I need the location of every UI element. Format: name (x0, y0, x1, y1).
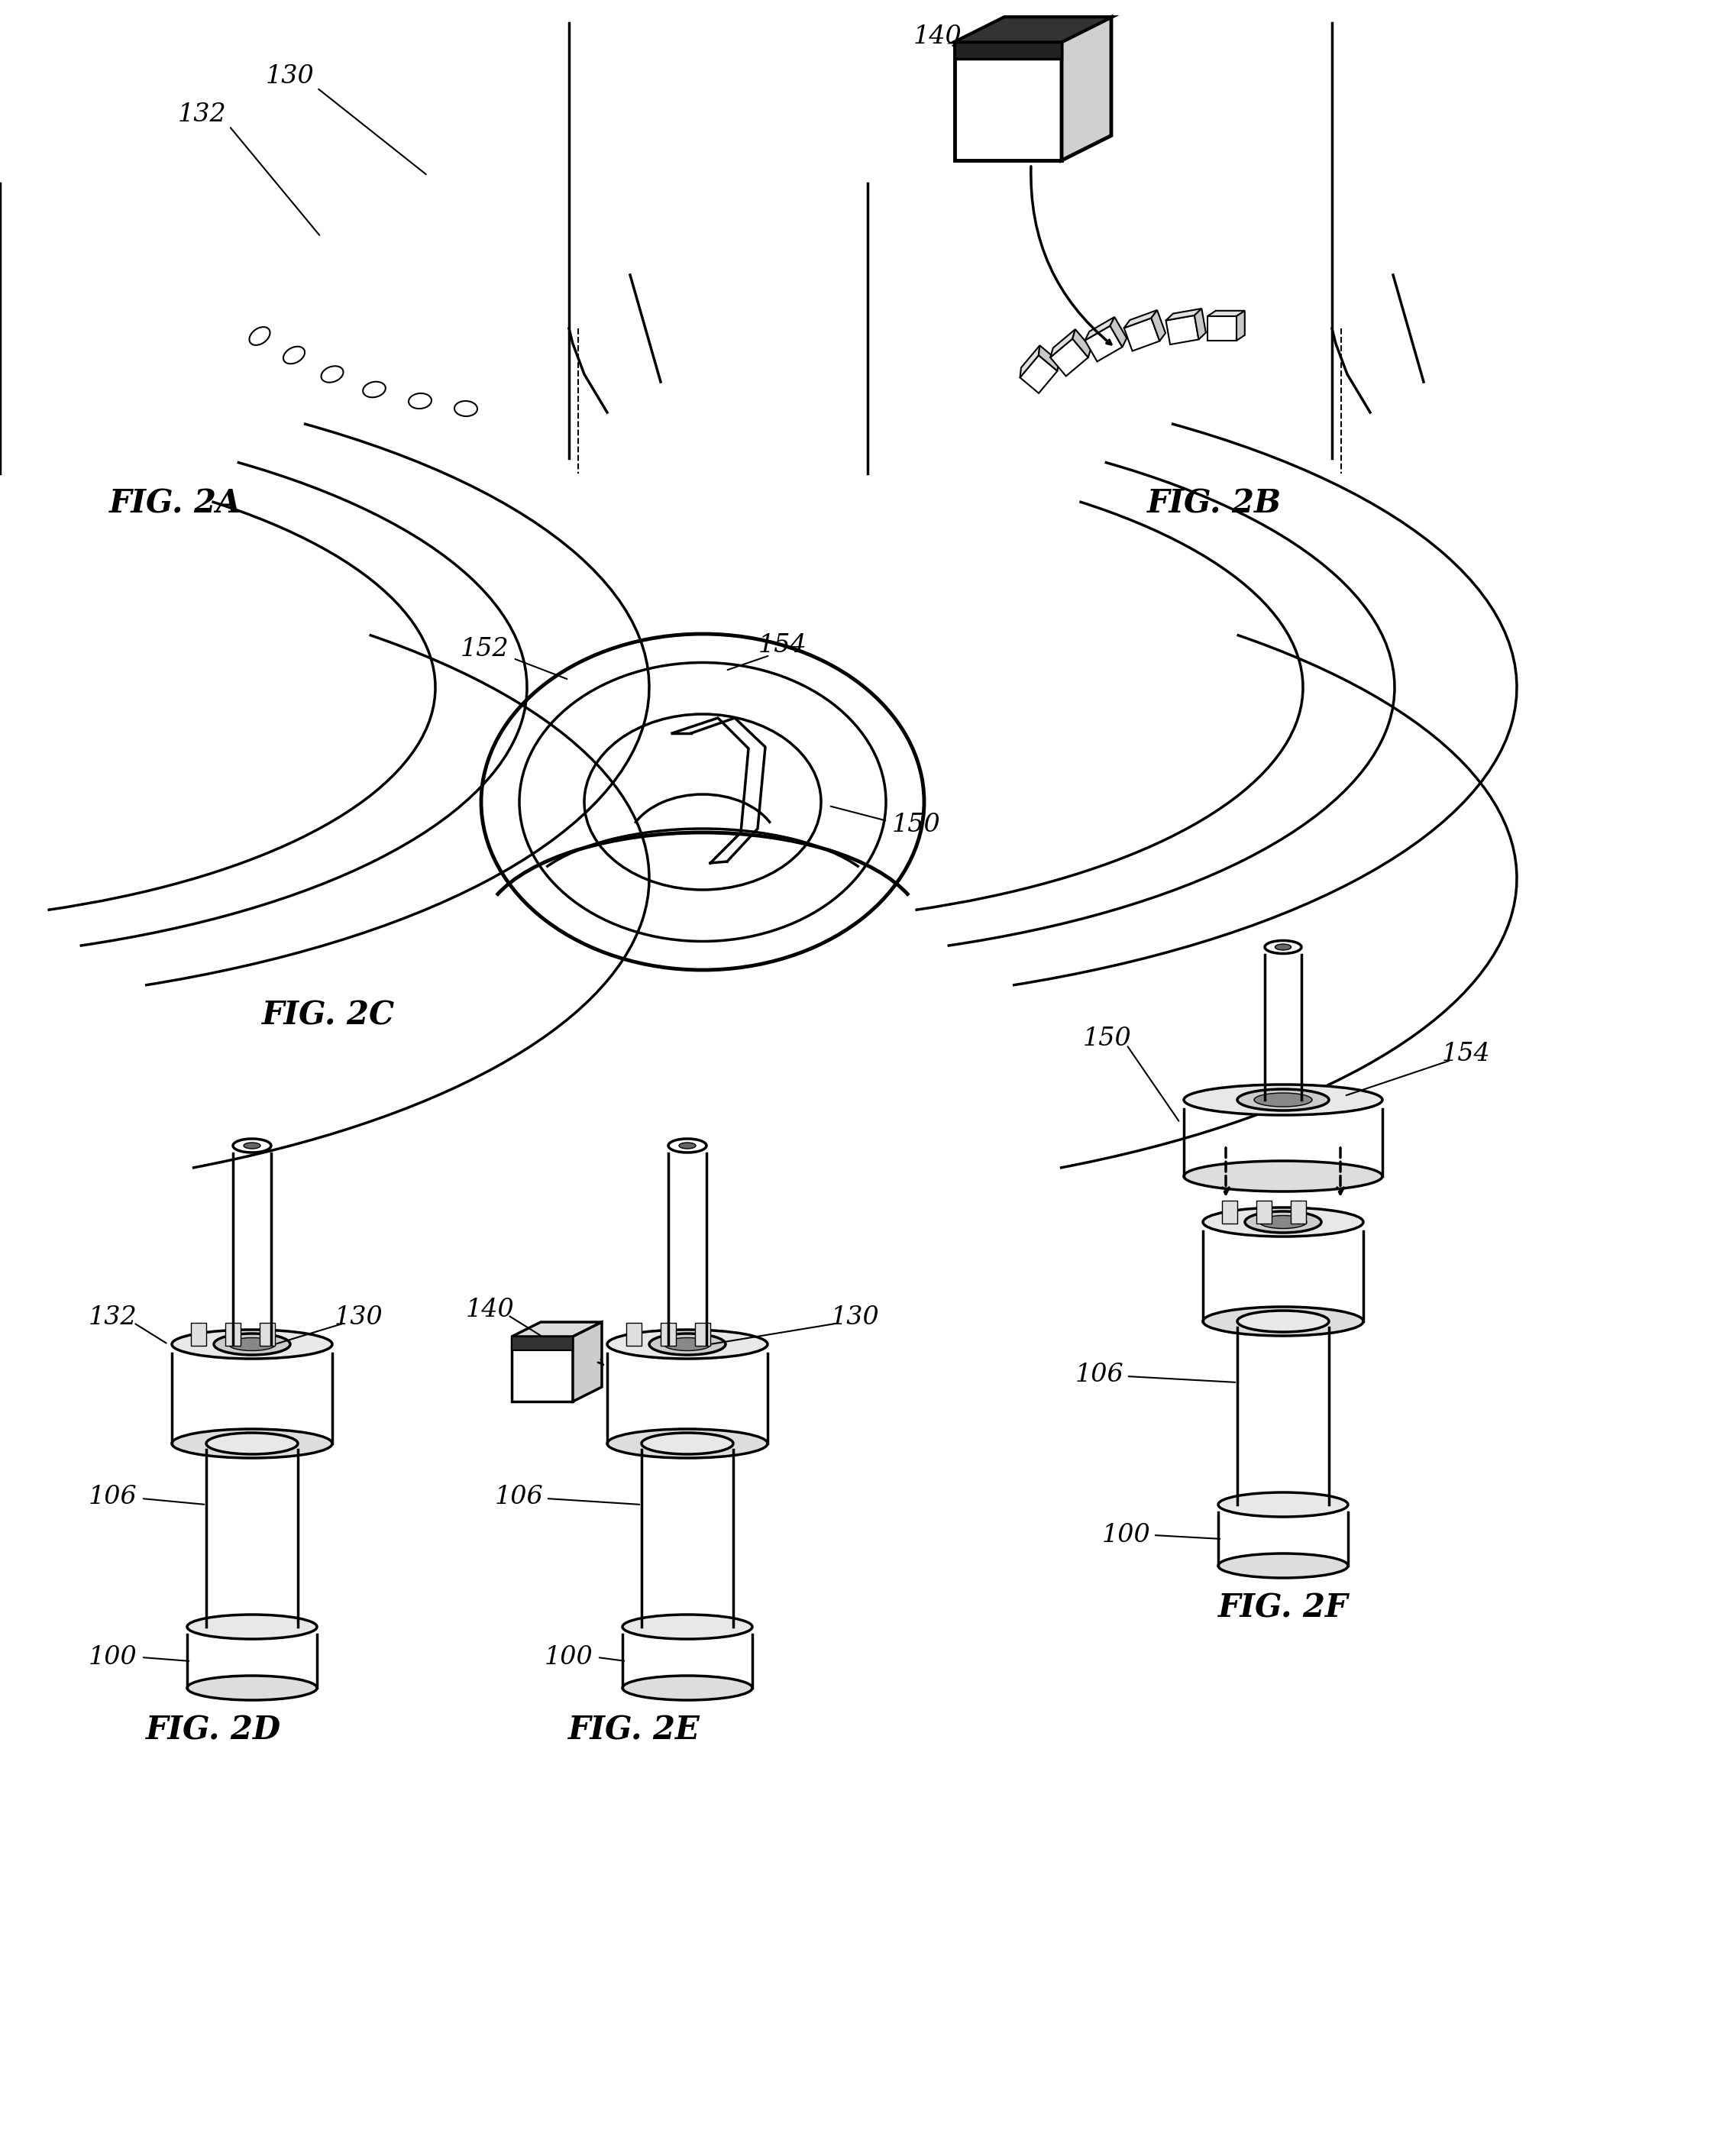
Ellipse shape (1184, 1160, 1382, 1192)
Polygon shape (1123, 318, 1160, 350)
FancyBboxPatch shape (260, 1323, 274, 1346)
Ellipse shape (233, 1139, 271, 1152)
Ellipse shape (608, 1430, 767, 1457)
Polygon shape (573, 1323, 602, 1402)
Ellipse shape (243, 1143, 260, 1150)
Ellipse shape (1259, 1216, 1307, 1229)
Ellipse shape (1219, 1492, 1349, 1517)
Ellipse shape (1238, 1494, 1330, 1515)
Polygon shape (1123, 310, 1158, 327)
Polygon shape (1208, 316, 1236, 340)
Text: FIG. 2C: FIG. 2C (262, 1000, 394, 1032)
Text: 132: 132 (179, 103, 227, 126)
Polygon shape (512, 1323, 602, 1336)
Polygon shape (1167, 316, 1198, 344)
Text: 152: 152 (460, 637, 509, 662)
Polygon shape (955, 43, 1062, 160)
Ellipse shape (207, 1616, 299, 1637)
Ellipse shape (1203, 1308, 1363, 1336)
Ellipse shape (1203, 1207, 1363, 1237)
Ellipse shape (229, 1338, 276, 1351)
Text: 140: 140 (913, 24, 962, 49)
Ellipse shape (623, 1616, 752, 1639)
Text: 154: 154 (1443, 1041, 1491, 1066)
Polygon shape (512, 1336, 573, 1402)
Ellipse shape (207, 1432, 299, 1453)
Ellipse shape (1245, 1212, 1321, 1233)
Text: FIG. 2B: FIG. 2B (1147, 487, 1281, 519)
Ellipse shape (172, 1329, 332, 1359)
Polygon shape (1038, 346, 1059, 372)
Ellipse shape (233, 1338, 271, 1351)
FancyBboxPatch shape (1257, 1201, 1272, 1225)
Ellipse shape (187, 1675, 318, 1701)
Polygon shape (1194, 308, 1207, 340)
Ellipse shape (663, 1338, 712, 1351)
Ellipse shape (623, 1675, 752, 1701)
Text: FIG. 2A: FIG. 2A (109, 487, 241, 519)
Ellipse shape (1184, 1086, 1382, 1116)
Text: FIG. 2D: FIG. 2D (146, 1714, 281, 1746)
FancyBboxPatch shape (226, 1323, 241, 1346)
Polygon shape (1050, 340, 1088, 376)
Ellipse shape (668, 1139, 707, 1152)
FancyBboxPatch shape (191, 1323, 207, 1346)
Text: 106: 106 (495, 1485, 543, 1509)
Ellipse shape (679, 1143, 696, 1150)
Polygon shape (512, 1336, 573, 1351)
Polygon shape (1021, 355, 1057, 393)
Ellipse shape (608, 1329, 767, 1359)
FancyBboxPatch shape (1222, 1201, 1238, 1225)
Polygon shape (955, 17, 1111, 43)
Polygon shape (1208, 310, 1245, 316)
Ellipse shape (187, 1616, 318, 1639)
Polygon shape (955, 17, 1111, 43)
Text: 130: 130 (335, 1306, 384, 1329)
Text: 150: 150 (1083, 1026, 1132, 1051)
Text: 150: 150 (892, 812, 941, 838)
FancyBboxPatch shape (627, 1323, 642, 1346)
Text: 130: 130 (832, 1306, 880, 1329)
Text: 106: 106 (1076, 1363, 1125, 1387)
FancyBboxPatch shape (661, 1323, 675, 1346)
Polygon shape (955, 43, 1062, 60)
Ellipse shape (1238, 1310, 1330, 1331)
Polygon shape (1085, 325, 1121, 361)
Text: 100: 100 (545, 1645, 594, 1669)
Polygon shape (1085, 316, 1115, 340)
Polygon shape (1167, 308, 1201, 321)
Ellipse shape (1219, 1554, 1349, 1577)
Ellipse shape (642, 1432, 733, 1453)
Ellipse shape (1274, 945, 1292, 951)
Text: 100: 100 (89, 1645, 137, 1669)
Text: 154: 154 (759, 633, 807, 658)
FancyBboxPatch shape (1292, 1201, 1305, 1225)
Polygon shape (1050, 329, 1075, 357)
Polygon shape (1062, 17, 1111, 160)
Ellipse shape (1266, 940, 1302, 953)
Polygon shape (1021, 346, 1040, 378)
Ellipse shape (649, 1333, 726, 1355)
Text: FIG. 2E: FIG. 2E (568, 1714, 700, 1746)
FancyBboxPatch shape (694, 1323, 710, 1346)
Text: 132: 132 (89, 1306, 137, 1329)
Polygon shape (1151, 310, 1165, 342)
Ellipse shape (642, 1616, 733, 1637)
Text: FIG. 2F: FIG. 2F (1219, 1592, 1349, 1624)
Polygon shape (1109, 316, 1127, 346)
Text: 130: 130 (266, 64, 314, 88)
Ellipse shape (1238, 1090, 1330, 1111)
Ellipse shape (1253, 1092, 1312, 1107)
Ellipse shape (668, 1338, 707, 1351)
Text: 100: 100 (1102, 1524, 1151, 1547)
Polygon shape (1236, 310, 1245, 340)
Ellipse shape (172, 1430, 332, 1457)
Text: 106: 106 (89, 1485, 137, 1509)
Text: 140: 140 (465, 1297, 514, 1323)
Ellipse shape (214, 1333, 290, 1355)
Polygon shape (1073, 329, 1090, 357)
